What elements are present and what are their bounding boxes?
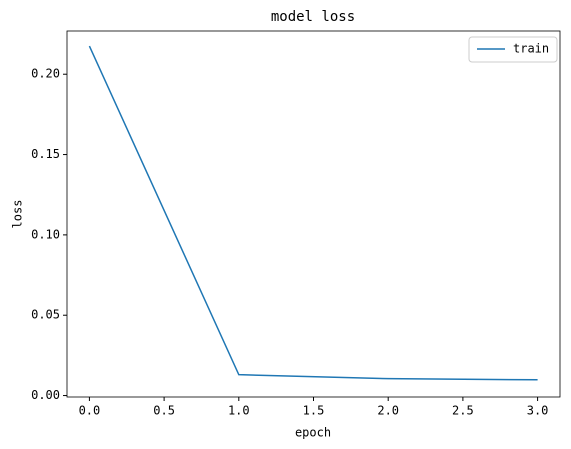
data-line: [88, 45, 538, 381]
legend-box: [468, 36, 558, 63]
chart-title: model loss: [271, 9, 355, 25]
y-tick-label: 0.20: [31, 67, 60, 81]
legend-label: train: [513, 42, 549, 56]
y-tick-label: 0.00: [31, 388, 60, 402]
x-tick-label: 2.0: [377, 404, 399, 418]
x-tick-label: 0.5: [153, 404, 175, 418]
y-tick-label: 0.05: [31, 308, 60, 322]
y-tick-label: 0.10: [31, 227, 60, 241]
plot-frame: [66, 30, 561, 398]
x-tick-label: 2.5: [452, 404, 474, 418]
x-tick-label: 0.0: [79, 404, 101, 418]
y-tick-label: 0.15: [31, 147, 60, 161]
y-axis-label: loss: [11, 200, 25, 229]
x-tick-label: 1.0: [228, 404, 250, 418]
x-axis-label: epoch: [295, 426, 331, 440]
x-tick-label: 1.5: [303, 404, 325, 418]
x-tick-label: 3.0: [527, 404, 549, 418]
